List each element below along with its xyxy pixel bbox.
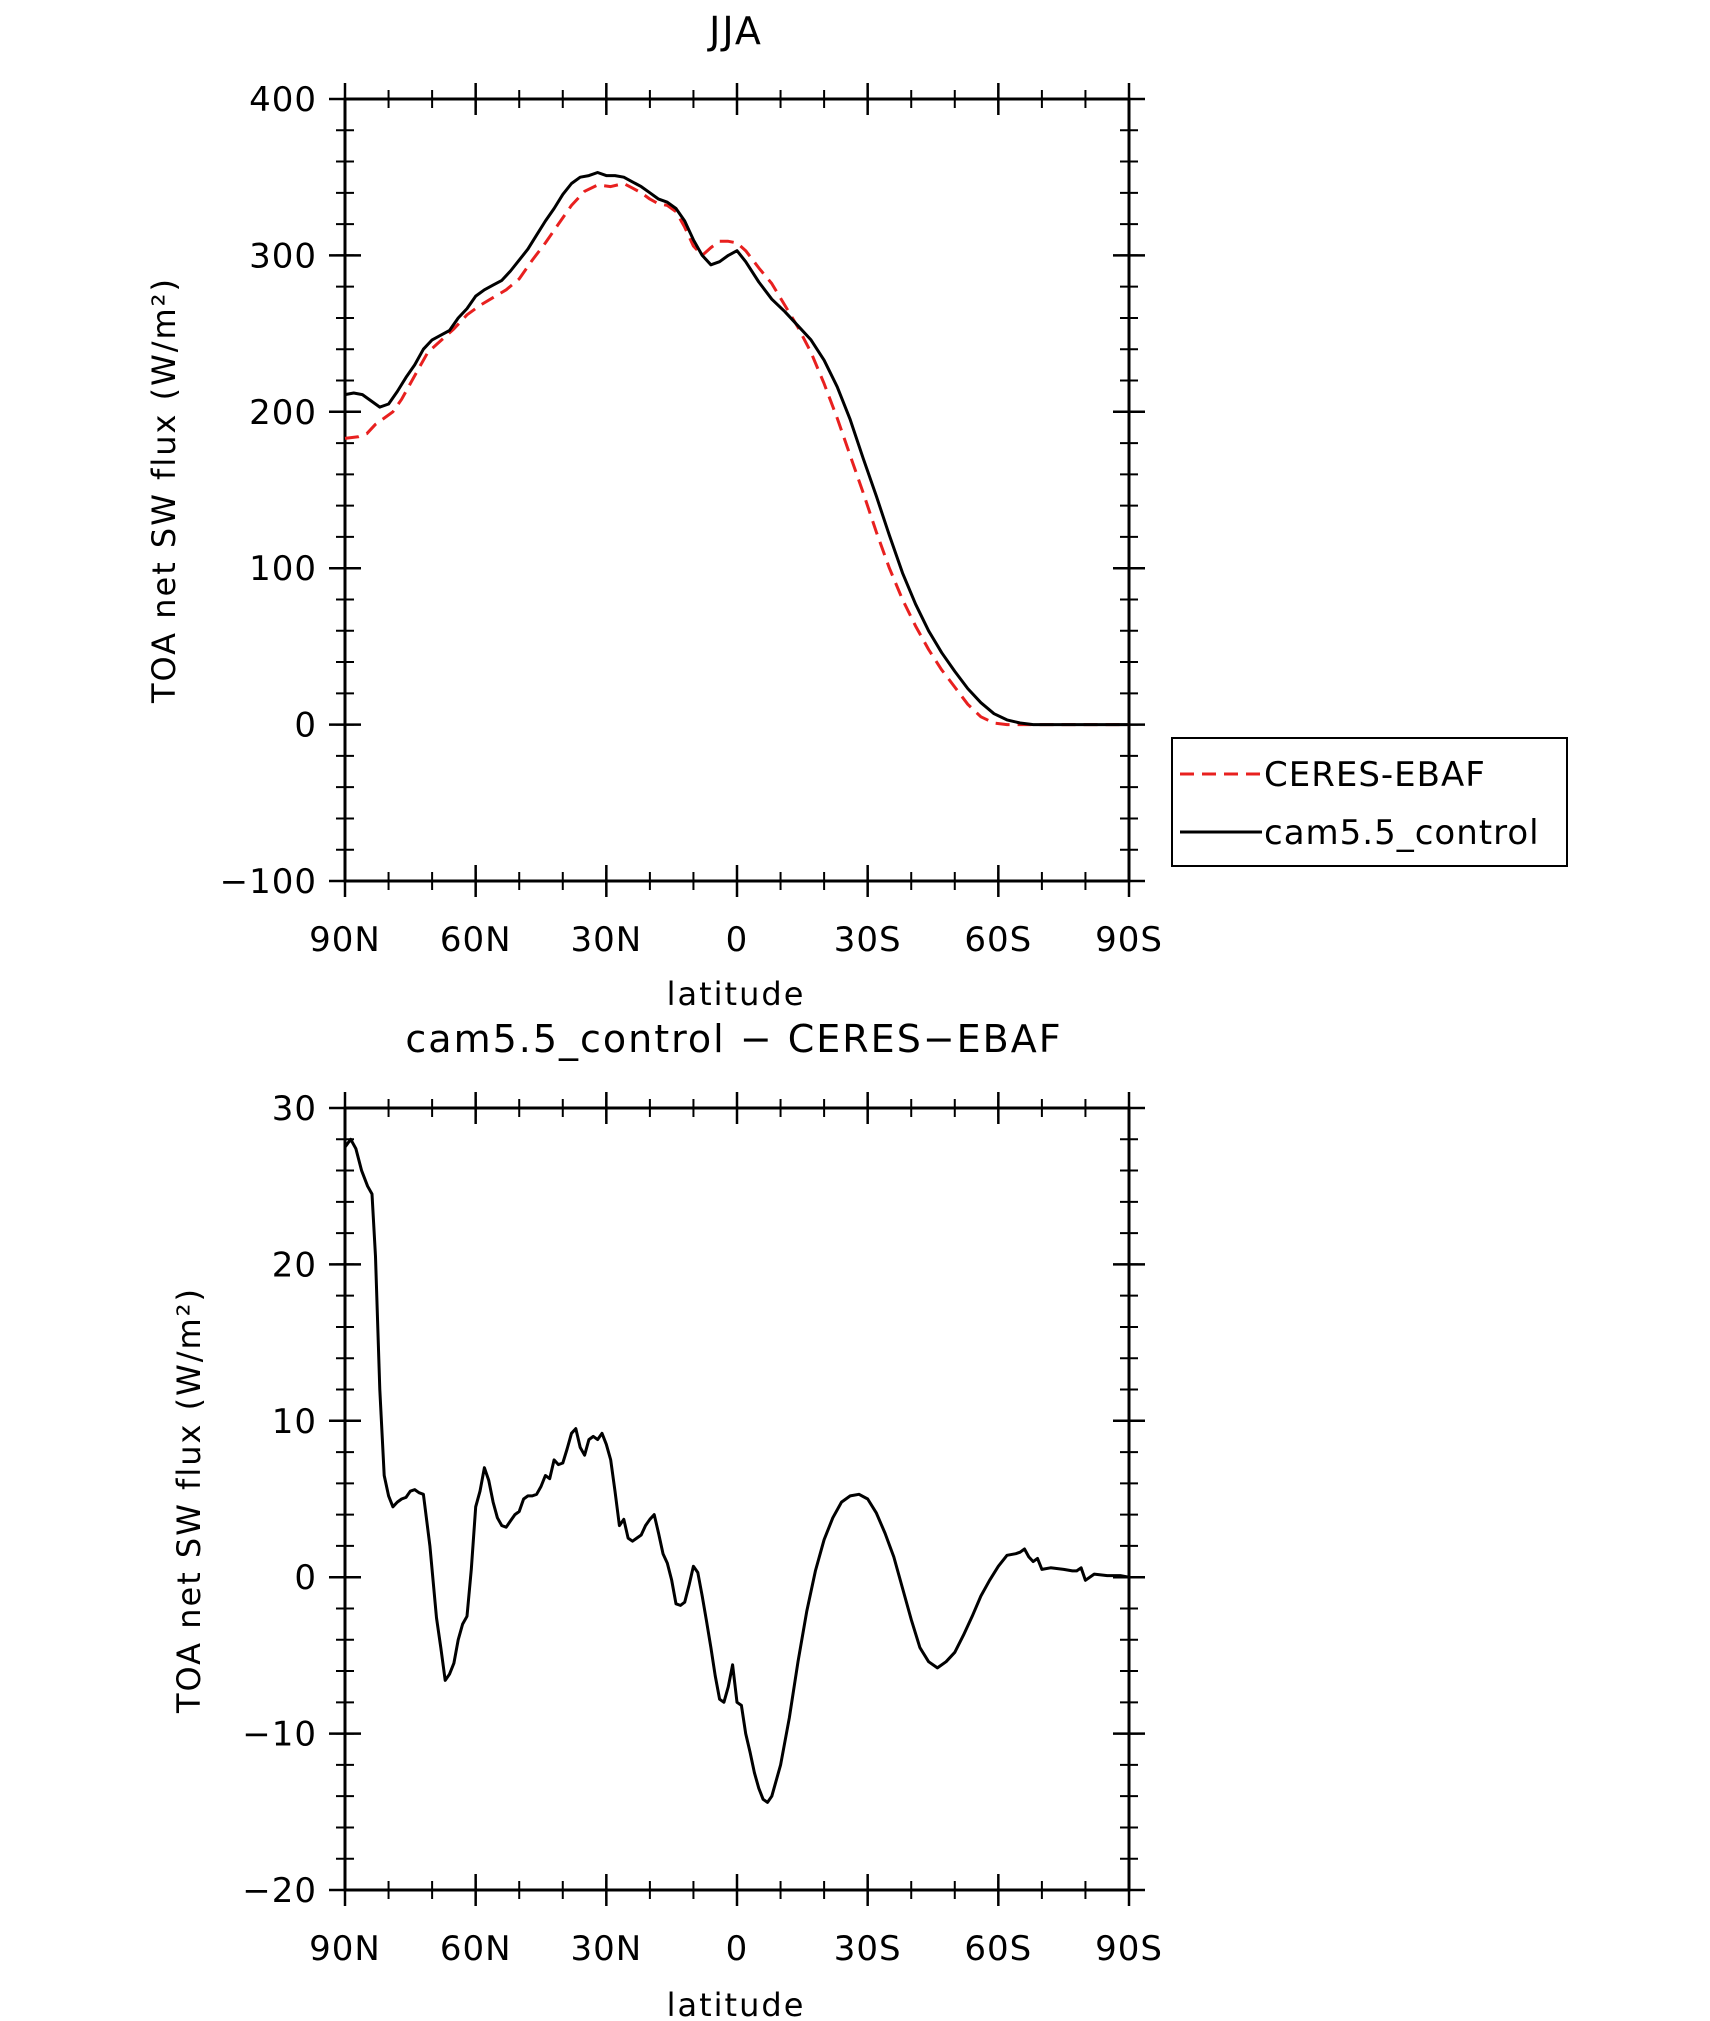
x-tick-label: 60S: [964, 920, 1032, 960]
x-tick-label: 90N: [309, 1929, 381, 1969]
y-tick-label: 300: [249, 236, 317, 276]
top-panel: JJA 400 300 200 100 0 −100 90N 60N 30N 0 30S 60S 90S…: [145, 9, 1568, 1013]
top-series-lines: [344, 171, 1129, 727]
x-tick-label: 90S: [1095, 920, 1163, 960]
x-tick-label: 60N: [440, 1929, 512, 1969]
x-tick-label: 90S: [1095, 1929, 1163, 1969]
series-line-ceres-ebaf: [344, 182, 1129, 727]
y-tick-label: −10: [242, 1715, 317, 1755]
top-y-axis-label: TOA net SW flux (W/m²): [145, 277, 183, 704]
legend-box: [1171, 737, 1568, 867]
bottom-x-axis-label: latitude: [667, 1986, 806, 2021]
top-x-axis-label: latitude: [667, 975, 806, 1013]
y-tick-label: 200: [249, 393, 317, 433]
bottom-axis-ticks: 30 20 10 0 −10 −20 90N 60N 30N 0 30S 60S 90S: [242, 1089, 1163, 1969]
x-tick-label: 90N: [309, 920, 381, 960]
x-tick-label: 0: [726, 920, 749, 960]
legend: CERES-EBAF cam5.5_control: [1171, 737, 1568, 867]
x-tick-label: 0: [726, 1929, 749, 1969]
y-tick-label: 20: [272, 1245, 317, 1285]
x-tick-label: 30N: [570, 1929, 642, 1969]
bottom-panel: cam5.5_control − CERES−EBAF 30 20 10 0 −10 −2…: [170, 1017, 1163, 2021]
x-tick-label: 60N: [440, 920, 512, 960]
top-plot-frame: [343, 97, 1131, 883]
x-tick-label: 30S: [834, 920, 902, 960]
x-tick-label: 60S: [964, 1929, 1032, 1969]
y-tick-label: 10: [272, 1402, 317, 1442]
y-tick-label: 0: [294, 706, 317, 746]
x-tick-label: 30N: [570, 920, 642, 960]
top-axis-ticks: 400 300 200 100 0 −100 90N 60N 30N 0 30S 60S 90S: [220, 80, 1163, 960]
y-tick-label: 30: [272, 1089, 317, 1129]
y-tick-label: −20: [242, 1871, 317, 1911]
series-line-difference: [343, 1137, 1130, 1804]
legend-label-ceres-ebaf: CERES-EBAF: [1264, 755, 1486, 795]
bottom-panel-title: cam5.5_control − CERES−EBAF: [405, 1017, 1062, 1061]
y-tick-label: 100: [249, 549, 317, 589]
series-line-cam5-5-control: [344, 171, 1129, 727]
y-tick-label: −100: [220, 862, 317, 902]
bottom-series-lines: [343, 1137, 1130, 1804]
top-panel-title: JJA: [707, 9, 763, 53]
bottom-y-axis-label: TOA net SW flux (W/m²): [170, 1287, 208, 1714]
legend-label-cam5-5-control: cam5.5_control: [1264, 813, 1540, 853]
bottom-plot-frame: [343, 1106, 1131, 1892]
y-tick-label: 0: [294, 1558, 317, 1598]
y-tick-label: 400: [249, 80, 317, 120]
x-tick-label: 30S: [834, 1929, 902, 1969]
